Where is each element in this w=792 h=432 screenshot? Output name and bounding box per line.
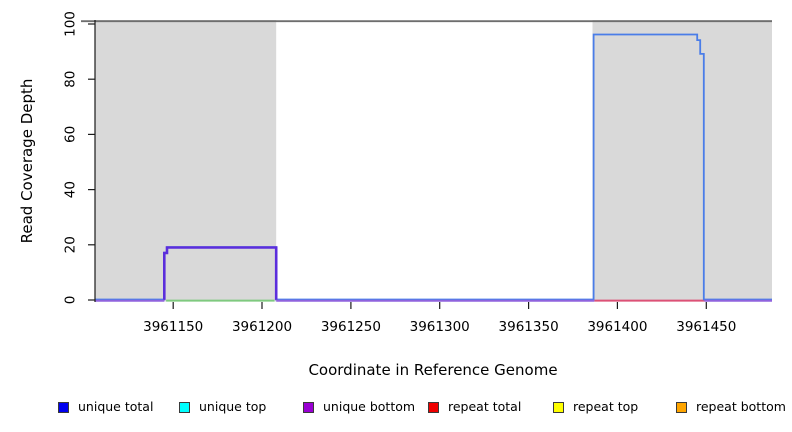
- legend-label: repeat total: [448, 399, 522, 414]
- legend-item-repeat-total: repeat total: [428, 400, 521, 414]
- legend-item-unique-bottom: unique bottom: [303, 400, 415, 414]
- legend-swatch-icon: [428, 401, 439, 413]
- y-tick-label: 0: [63, 296, 79, 305]
- legend-swatch-icon: [676, 401, 687, 413]
- legend-item-repeat-bottom: repeat bottom: [676, 400, 786, 414]
- legend-swatch-icon: [58, 401, 69, 413]
- x-tick-label: 3961250: [321, 319, 381, 335]
- y-tick-label: 60: [63, 126, 79, 143]
- x-tick-label: 3961400: [587, 319, 647, 335]
- x-tick-label: 3961450: [676, 319, 736, 335]
- x-tick-label: 3961200: [232, 319, 292, 335]
- legend-label: repeat top: [573, 399, 639, 414]
- legend-item-unique-total: unique total: [58, 400, 153, 414]
- legend-swatch-icon: [179, 401, 190, 413]
- legend-item-repeat-top: repeat top: [553, 400, 638, 414]
- shaded-region-left: [95, 20, 277, 302]
- shaded-region-right: [592, 20, 772, 302]
- x-axis-title: Coordinate in Reference Genome: [308, 361, 558, 379]
- x-tick-label: 3961350: [499, 319, 559, 335]
- legend-swatch-icon: [303, 401, 314, 413]
- x-tick-label: 3961300: [410, 319, 470, 335]
- series-unique-bottom-plateau-violet: [163, 246, 278, 300]
- y-tick-label: 80: [63, 71, 79, 88]
- legend-label: unique top: [199, 399, 267, 414]
- legend-swatch-icon: [553, 401, 564, 413]
- y-axis-title: Read Coverage Depth: [18, 78, 36, 244]
- legend-label: unique bottom: [323, 399, 416, 414]
- legend-label: unique total: [78, 399, 154, 414]
- legend-item-unique-top: unique top: [179, 400, 266, 414]
- x-tick-label: 3961150: [143, 319, 203, 335]
- y-tick-label: 40: [63, 181, 79, 198]
- y-tick-label: 20: [63, 236, 79, 253]
- legend-label: repeat bottom: [696, 399, 786, 414]
- y-tick-label: 100: [63, 11, 79, 37]
